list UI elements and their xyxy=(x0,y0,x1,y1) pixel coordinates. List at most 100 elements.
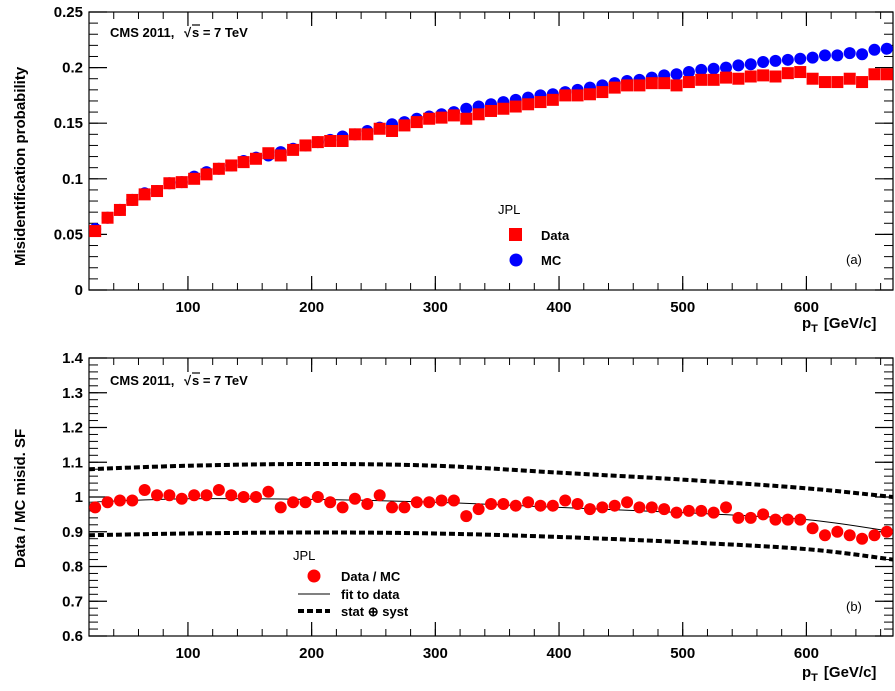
data-point xyxy=(658,77,671,90)
data-over-mc-point xyxy=(522,496,535,509)
data-over-mc-point xyxy=(151,489,164,502)
legend-data-marker xyxy=(509,228,522,241)
data-point xyxy=(398,119,411,132)
data-over-mc-point xyxy=(732,511,745,524)
data-point xyxy=(373,122,386,135)
data-point xyxy=(126,193,139,206)
data-point xyxy=(670,79,683,92)
legend-mc-marker xyxy=(509,253,523,267)
mc-point xyxy=(720,61,733,74)
mc-point xyxy=(682,66,695,79)
mc-point xyxy=(781,53,794,66)
data-point xyxy=(324,134,337,147)
panel-a-tick-labels: 100 200 300 400 500 600 0 0.05 0.1 0.15 0.2 0.25 xyxy=(54,4,819,316)
data-point xyxy=(113,203,126,216)
data-over-mc-point xyxy=(262,485,275,498)
data-point xyxy=(534,96,547,109)
data-over-mc-point xyxy=(682,504,695,517)
legend-data-label: Data xyxy=(541,228,570,243)
panel-b-y-axis-title: Data / MC misid. SF xyxy=(12,429,29,568)
series-fit-to-data xyxy=(88,498,894,533)
data-over-mc-point xyxy=(720,501,733,514)
data-over-mc-point xyxy=(781,513,794,526)
data-point xyxy=(645,77,658,90)
data-point xyxy=(769,70,782,83)
series-stat-syst-band xyxy=(88,461,894,562)
panel-a-energy-label: s = 7 TeV xyxy=(192,25,248,40)
panel-a-legend-header: JPL xyxy=(498,202,520,217)
mc-point xyxy=(460,102,473,115)
panel-b-y-tick-label: 1.1 xyxy=(62,454,83,471)
data-point xyxy=(559,89,572,102)
data-over-mc-point xyxy=(299,496,312,509)
data-over-mc-point xyxy=(113,494,126,507)
data-over-mc-point xyxy=(806,522,819,535)
data-over-mc-point xyxy=(225,489,238,502)
data-point xyxy=(583,88,596,101)
panel-a-y-tick-label: 0.05 xyxy=(54,226,83,243)
data-point xyxy=(89,225,102,238)
panel-b-experiment-label: CMS 2011, xyxy=(110,373,174,388)
data-point xyxy=(460,112,473,125)
data-point xyxy=(435,111,448,124)
data-point xyxy=(485,104,497,117)
data-point xyxy=(497,102,510,115)
data-over-mc-point xyxy=(163,489,176,502)
panel-b-x-tick-label: 600 xyxy=(794,645,819,662)
mc-point xyxy=(806,51,819,64)
fit-line xyxy=(88,498,894,533)
panel-a-misid-probability: 100 200 300 400 500 600 0 0.05 0.1 0.15 0.2 0.25 CM… xyxy=(12,4,894,335)
panel-b-tick-labels: 100 200 300 400 500 600 0.6 0.7 0.8 0.9 1 1.1 1.2 1.3… xyxy=(62,350,819,662)
panel-b-y-tick-label: 1 xyxy=(75,489,83,506)
data-point xyxy=(608,81,621,94)
data-point xyxy=(163,177,176,190)
data-point xyxy=(757,69,770,82)
data-over-mc-point xyxy=(188,489,201,502)
data-point xyxy=(682,76,695,89)
mc-point xyxy=(769,54,782,67)
mc-point xyxy=(843,47,856,60)
panel-a-y-axis-title: Misidentification probability xyxy=(12,66,29,266)
panel-a-y-tick-label: 0.1 xyxy=(62,171,83,188)
panel-b-legend-header: JPL xyxy=(293,548,315,563)
data-point xyxy=(633,79,646,92)
data-over-mc-point xyxy=(336,501,349,514)
panel-b-y-tick-label: 1.4 xyxy=(62,350,84,367)
data-point xyxy=(856,76,869,89)
panel-a-x-tick-label: 200 xyxy=(299,299,324,316)
data-over-mc-point xyxy=(868,529,881,542)
data-point xyxy=(806,72,819,85)
data-over-mc-point xyxy=(670,506,683,519)
data-point xyxy=(175,176,188,189)
panel-b-x-axis-subscript: T xyxy=(811,672,818,684)
panel-a-ticks xyxy=(88,11,893,291)
data-over-mc-point xyxy=(621,496,634,509)
data-point xyxy=(880,68,893,81)
data-point xyxy=(818,76,831,89)
panel-a-y-tick-label: 0.15 xyxy=(54,115,83,132)
data-over-mc-point xyxy=(559,494,572,507)
data-over-mc-point xyxy=(237,491,250,503)
panel-a-x-axis-title: pT [GeV/c] xyxy=(802,315,876,335)
panel-a-tag: (a) xyxy=(846,252,862,267)
data-point xyxy=(707,73,720,86)
mc-point xyxy=(831,49,844,62)
data-point xyxy=(262,147,275,160)
data-point xyxy=(386,124,399,137)
data-over-mc-point xyxy=(126,494,139,507)
data-point xyxy=(831,76,844,89)
data-point xyxy=(596,86,609,99)
data-over-mc-point xyxy=(212,484,225,497)
data-point xyxy=(744,70,757,83)
data-over-mc-point xyxy=(831,525,844,538)
data-over-mc-point xyxy=(274,501,287,514)
legend-fit-label: fit to data xyxy=(341,587,400,602)
data-over-mc-point xyxy=(435,494,448,507)
panel-b-y-tick-label: 1.3 xyxy=(62,385,83,402)
data-point xyxy=(212,162,225,175)
data-point xyxy=(732,72,745,85)
data-point xyxy=(868,68,881,81)
panel-a-y-tick-label: 0 xyxy=(75,282,83,299)
data-over-mc-point xyxy=(373,489,386,502)
data-point xyxy=(311,136,324,149)
